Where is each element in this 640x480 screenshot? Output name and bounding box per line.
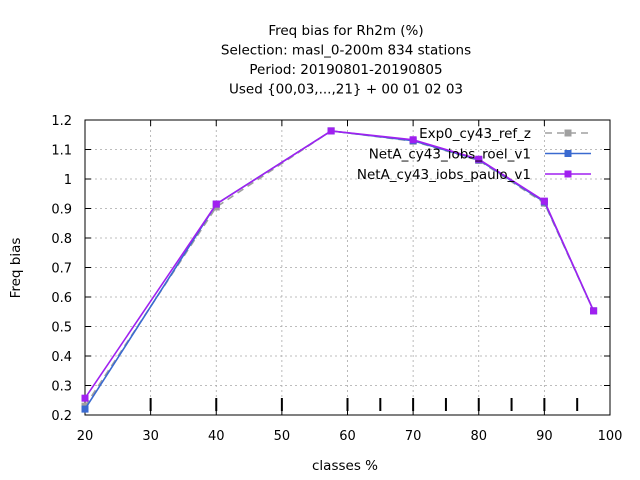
- x-tick-label: 90: [536, 429, 553, 444]
- series-point: [81, 405, 89, 413]
- y-tick-label: 0.3: [51, 380, 72, 395]
- title-line: Period: 20190801-20190805: [249, 62, 442, 78]
- y-tick-label: 0.5: [51, 321, 72, 336]
- series-point: [540, 197, 548, 205]
- x-tick-label: 80: [470, 429, 487, 444]
- x-tick-label: 60: [339, 429, 356, 444]
- x-tick-label: 100: [598, 429, 623, 444]
- y-axis-label: Freq bias: [8, 238, 24, 299]
- x-tick-label: 70: [405, 429, 422, 444]
- title-line: Selection: masl_0-200m 834 stations: [221, 43, 471, 59]
- x-tick-label: 50: [274, 429, 291, 444]
- title-line: Freq bias for Rh2m (%): [268, 23, 423, 39]
- x-axis-label: classes %: [312, 458, 378, 474]
- legend: Exp0_cy43_ref_z NetA_cy43_iobs_roel_v1 Net…: [357, 126, 591, 183]
- y-tick-label: 0.8: [51, 232, 72, 247]
- series-point: [327, 127, 335, 135]
- series-point: [81, 394, 89, 402]
- x-tick-label: 30: [142, 429, 159, 444]
- y-tick-label: 0.7: [51, 262, 72, 277]
- grid: [85, 120, 610, 415]
- series-point: [590, 307, 598, 315]
- legend-label: Exp0_cy43_ref_z: [419, 126, 531, 142]
- series-point: [475, 155, 483, 163]
- title-line: Used {00,03,...,21} + 00 01 02 03: [229, 82, 463, 98]
- y-tick-label: 1.1: [51, 144, 72, 159]
- series-point: [212, 200, 220, 208]
- x-tick-label: 20: [77, 429, 94, 444]
- legend-marker: [564, 170, 572, 178]
- y-tick-label: 1: [64, 173, 72, 188]
- y-tick-label: 1.2: [51, 114, 72, 129]
- legend-label: NetA_cy43_iobs_paulo_v1: [357, 167, 531, 183]
- chart-title: Freq bias for Rh2m (%) Selection: masl_0-…: [221, 23, 471, 98]
- series: [81, 127, 598, 413]
- y-tick-label: 0.4: [51, 350, 72, 365]
- y-tick-label: 0.2: [51, 409, 72, 424]
- legend-label: NetA_cy43_iobs_roel_v1: [369, 147, 531, 163]
- legend-marker: [564, 150, 572, 157]
- axis-ticks: 20 30 40 50 60 70 80 90 100 0.2 0.3 0.4 0.5 0.6 0.7 0.8…: [51, 114, 622, 444]
- x-tick-label: 40: [208, 429, 225, 444]
- observation-marks: [149, 398, 579, 411]
- y-tick-label: 0.6: [51, 291, 72, 306]
- y-tick-label: 0.9: [51, 203, 72, 218]
- legend-marker: [564, 129, 572, 137]
- series-point: [409, 136, 417, 144]
